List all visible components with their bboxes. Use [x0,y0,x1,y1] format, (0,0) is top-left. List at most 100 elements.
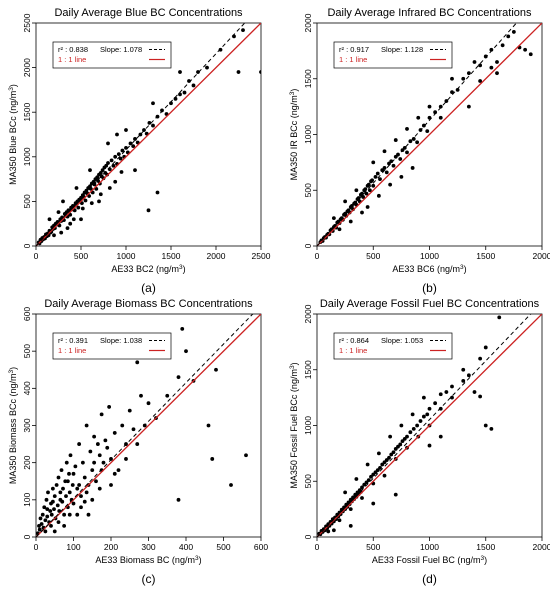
data-point [47,217,52,222]
y-tick-label: 500 [303,474,313,488]
data-point [500,43,505,48]
data-point [410,166,415,170]
data-point [438,434,443,439]
legend-box [333,332,453,360]
y-tick-label: 2500 [22,13,32,32]
data-point [75,512,80,517]
data-point [61,199,65,204]
x-tick-label: 200 [104,542,118,552]
data-point [43,518,48,523]
data-point [337,227,342,232]
data-point [59,230,64,235]
data-point [64,494,68,499]
data-point [147,121,152,125]
x-axis-label: AE33 Fossil Fuel BC (ng/m3) [372,555,487,565]
legend-one-to-one: 1 : 1 line [339,55,367,64]
data-point [62,512,67,517]
data-point [48,509,53,513]
data-point [111,163,116,168]
y-axis-label: MA350 Biomass BCc (ng/m3) [8,367,18,484]
one-to-one-line [317,314,542,537]
data-point [375,171,380,176]
data-point [107,186,112,190]
data-point [236,70,241,74]
data-point [373,174,378,179]
data-point [425,129,430,134]
data-point [146,401,151,406]
data-point [133,137,137,141]
data-point [180,326,185,331]
panel-label: (b) [422,281,437,295]
data-point [43,529,48,534]
data-point [511,30,516,34]
data-point [100,168,105,173]
data-point [337,518,342,523]
data-point [176,375,181,380]
data-point [370,178,375,183]
data-point [360,191,364,196]
y-tick-label: 0 [22,534,32,539]
data-point [455,88,460,92]
data-point [361,195,366,199]
data-point [399,174,404,179]
y-tick-label: 0 [303,243,313,248]
data-point [450,384,454,389]
data-point [98,192,103,197]
data-point [39,522,44,526]
x-tick-label: 0 [315,251,320,261]
y-tick-label: 1500 [303,360,313,379]
x-tick-label: 500 [74,251,88,261]
y-tick-label: 0 [22,243,32,248]
data-point [54,483,59,487]
x-tick-label: 2000 [207,251,226,261]
data-point [77,483,82,487]
data-point [360,496,364,500]
data-point [131,144,136,148]
data-point [399,423,404,428]
x-tick-label: 1500 [162,251,181,261]
data-point [103,438,108,443]
x-tick-label: 2500 [252,251,271,261]
data-point [75,486,80,491]
data-point [109,483,113,487]
data-point [97,486,102,491]
data-point [109,457,113,461]
x-tick-label: 300 [141,542,155,552]
data-point [478,79,483,83]
data-point [218,47,223,52]
x-tick-label: 500 [366,251,380,261]
data-point [366,478,371,483]
y-tick-label: 1000 [303,416,313,435]
y-tick-label: 1500 [303,69,313,88]
data-point [206,423,211,428]
chart-title: Daily Average Biomass BC Concentrations [44,298,253,310]
data-point [405,150,409,155]
data-point [343,490,348,495]
data-point [71,501,76,506]
y-axis-label: MA350 IR BCc (ng/m3) [289,89,299,181]
data-point [37,527,42,532]
data-point [398,157,403,161]
data-point [62,523,67,528]
data-point [50,486,55,491]
data-point [68,221,73,226]
data-point [94,479,98,484]
data-point [410,412,415,417]
legend-box [52,332,172,360]
data-point [113,179,118,184]
data-point [112,471,117,476]
data-point [131,427,136,432]
data-point [61,486,65,491]
data-point [444,390,449,394]
data-point [528,52,533,57]
data-point [425,412,430,417]
data-point [56,210,61,215]
y-tick-label: 1000 [22,147,32,166]
data-point [427,104,432,109]
y-tick-label: 2000 [303,304,313,323]
data-point [101,460,106,465]
data-point [49,523,53,528]
data-point [67,512,72,517]
data-point [133,168,137,173]
